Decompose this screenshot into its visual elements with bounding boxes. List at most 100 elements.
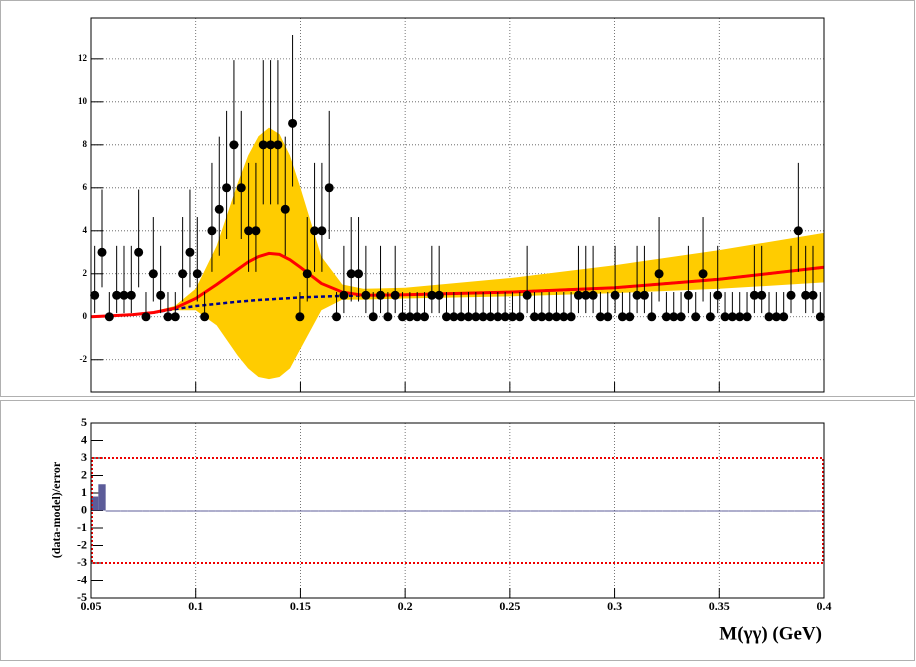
data-point — [786, 290, 796, 300]
data-point — [793, 226, 803, 236]
pull-bar — [244, 510, 253, 512]
pull-bar — [391, 510, 399, 512]
data-point — [698, 269, 708, 279]
data-point — [170, 312, 180, 322]
data-point — [713, 290, 723, 300]
data-point — [126, 290, 136, 300]
sigma-band — [91, 457, 824, 564]
pull-bar — [582, 510, 590, 512]
axes-frame — [90, 422, 825, 599]
pull-bar — [332, 510, 341, 512]
data-point — [808, 290, 818, 300]
y-tick-label: 5 — [81, 415, 87, 429]
pull-bar — [91, 496, 99, 511]
data-point — [346, 269, 356, 279]
pull-bar — [699, 510, 707, 512]
data-point — [625, 312, 635, 322]
pull-bar — [721, 510, 729, 512]
x-tick-label: 0.25 — [499, 599, 520, 613]
data-point — [214, 204, 224, 214]
data-point — [119, 290, 129, 300]
pull-bar — [545, 510, 553, 512]
data-point — [500, 312, 510, 322]
data-point — [669, 312, 679, 322]
y-tick-label: -4 — [77, 572, 87, 586]
data-point — [727, 312, 737, 322]
pull-bar — [486, 510, 495, 512]
data-point — [405, 312, 415, 322]
pull-bar — [406, 510, 414, 512]
pull-bar — [552, 510, 561, 512]
data-point — [163, 312, 173, 322]
pull-bar — [648, 510, 656, 512]
data-point — [251, 226, 261, 236]
data-point — [222, 183, 232, 193]
data-point — [661, 312, 671, 322]
data-point — [324, 183, 334, 193]
data-point — [361, 290, 371, 300]
data-point — [442, 312, 452, 322]
pull-bar — [215, 510, 223, 512]
data-point — [258, 140, 268, 150]
data-point — [317, 226, 327, 236]
data-point — [676, 312, 686, 322]
pull-bar — [728, 510, 737, 512]
data-point — [757, 290, 767, 300]
pull-bar — [523, 510, 531, 512]
data-point — [610, 290, 620, 300]
data-point — [559, 312, 569, 322]
x-axis-label: M(γγ) (GeV) — [719, 623, 822, 644]
pull-bar — [318, 510, 326, 512]
fit-curve — [90, 251, 825, 319]
data-point — [398, 312, 408, 322]
data-point — [595, 312, 605, 322]
data-point — [302, 269, 312, 279]
pull-bar — [765, 510, 773, 512]
pull-bar — [428, 510, 436, 512]
data-point — [551, 312, 561, 322]
pull-bar — [472, 510, 480, 512]
pull-bar — [105, 510, 113, 512]
pull-bar — [134, 510, 143, 512]
pull-bar — [780, 510, 788, 512]
pull-bar — [794, 510, 803, 512]
data-point — [280, 204, 290, 214]
pull-bar — [237, 510, 245, 512]
pull-bar — [706, 510, 715, 512]
y-tick-label: 0 — [81, 502, 87, 516]
data-point — [185, 247, 195, 257]
pull-bar — [288, 510, 297, 512]
data-point — [288, 118, 298, 128]
pull-bar — [127, 510, 135, 512]
pull-bar — [420, 510, 429, 512]
x-tick-label: 0.2 — [398, 599, 413, 613]
data-point — [485, 312, 495, 322]
data-point — [332, 312, 342, 322]
pull-bar — [252, 510, 260, 512]
x-tick-label: 0.4 — [817, 599, 832, 613]
data-point — [141, 312, 151, 322]
pull-bar — [98, 484, 106, 511]
y-axis-label: (data-model)/error — [49, 461, 63, 558]
pull-bar — [200, 510, 209, 512]
data-point — [588, 290, 598, 300]
pull-bar — [655, 510, 663, 512]
pull-bar — [743, 510, 751, 512]
data-point — [507, 312, 517, 322]
pull-bar — [501, 510, 509, 512]
data-point — [603, 312, 613, 322]
data-point — [720, 312, 730, 322]
data-point — [229, 140, 239, 150]
data-point — [104, 312, 114, 322]
pull-bar — [787, 510, 795, 512]
pull-bar — [640, 510, 649, 512]
data-point — [573, 290, 583, 300]
pull-bar — [193, 510, 201, 512]
pull-bar — [156, 510, 165, 512]
pull-bar — [222, 510, 231, 512]
pull-bar — [596, 510, 605, 512]
y-tick-label: 2 — [81, 467, 87, 481]
pull-bar — [303, 510, 311, 512]
pull-bar — [772, 510, 781, 512]
pull-bar — [677, 510, 685, 512]
